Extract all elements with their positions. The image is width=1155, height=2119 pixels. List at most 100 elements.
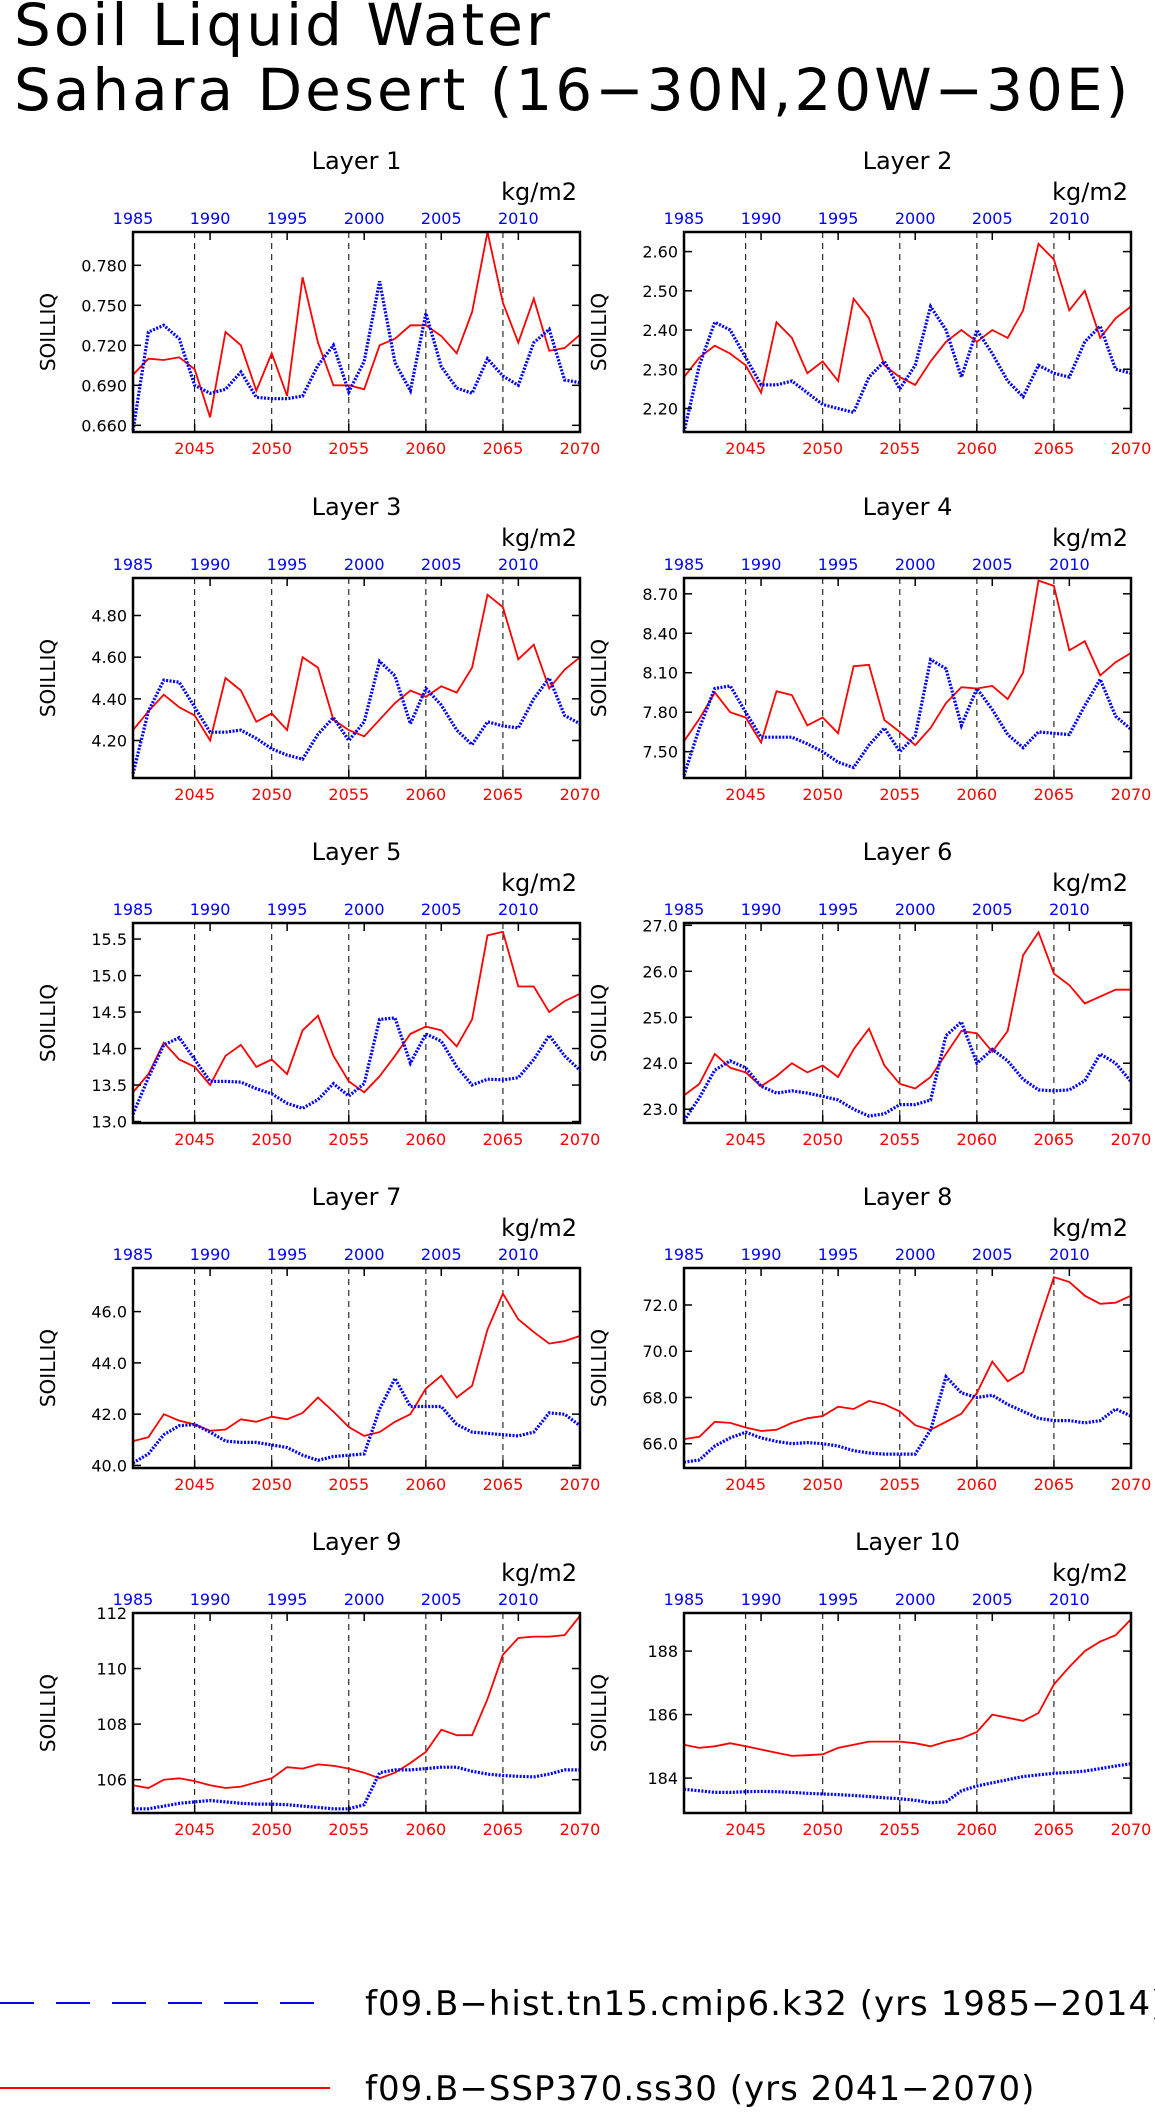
layer-1-xtop-tick-label-1: 1990: [190, 209, 231, 228]
layer-7-xbottom-tick-label-1: 2050: [251, 1475, 292, 1494]
layer-1-ytick-label-1: 0.690: [81, 376, 127, 395]
layer-4-xbottom-tick-label-0: 2045: [725, 785, 766, 804]
layer-7-ytick-label-1: 42.0: [91, 1405, 127, 1424]
layer-10-ytick-label-1: 186: [647, 1706, 678, 1725]
layer-2-xtop-tick-label-5: 2010: [1049, 209, 1090, 228]
layer-6-xbottom-tick-label-5: 2070: [1111, 1130, 1152, 1149]
layer-10-series-hist: [683, 1762, 1132, 1805]
layer-1-xbottom-tick-label-4: 2065: [483, 439, 524, 458]
layer-2-xbottom-tick-label-3: 2060: [957, 439, 998, 458]
layer-7-ytick-label-2: 44.0: [91, 1354, 127, 1373]
layer-4-xtop-tick-label-1: 1990: [741, 555, 782, 574]
layer-6-xtop-tick-label-2: 1995: [818, 900, 859, 919]
layer-6-xtop-tick-label-4: 2005: [972, 900, 1013, 919]
layer-5-ytick-label-3: 14.5: [91, 1003, 127, 1022]
layer-10-ylabel: SOILLIQ: [587, 1674, 611, 1752]
layer-2-xbottom-tick-label-2: 2055: [879, 439, 920, 458]
layer-6-xtop-tick-label-0: 1985: [664, 900, 705, 919]
layer-4-series-ssp370: [683, 579, 1132, 747]
layer-4-ytick-label-2: 8.10: [642, 664, 678, 683]
layer-3-ytick-label-1: 4.40: [91, 690, 127, 709]
layer-3-series-hist: [131, 658, 581, 775]
layer-7-panel: Layer 7 kg/m2 40.0 42.0 44.0 46.0 1985 1990 1995…: [36, 1183, 600, 1494]
layer-10-xbottom-tick-label-2: 2055: [879, 1820, 920, 1839]
layer-2-plot-frame: [682, 230, 1133, 434]
layer-6-xtop-tick-label-1: 1990: [741, 900, 782, 919]
layer-1-xtop-tick-label-3: 2000: [344, 209, 385, 228]
layer-2-ylabel: SOILLIQ: [587, 293, 611, 371]
legend: f09.B−hist.tn15.cmip6.k32 (yrs 1985−2014…: [0, 1984, 1155, 2109]
layer-8-xbottom-tick-label-5: 2070: [1111, 1475, 1152, 1494]
layer-3-xtop-tick-label-4: 2005: [421, 555, 462, 574]
layer-4-ytick-label-0: 7.50: [642, 743, 678, 762]
panels-group: Layer 1 kg/m2 0.660 0.690 0.720 0.750 0.780 198…: [36, 147, 1151, 1839]
layer-9-series-ssp370: [132, 1615, 581, 1789]
layer-6-ytick-label-3: 26.0: [642, 962, 678, 981]
layer-3-xtop-tick-label-1: 1990: [190, 555, 231, 574]
layer-7-xtop-tick-label-0: 1985: [113, 1245, 154, 1264]
layer-10-series-ssp370: [683, 1618, 1132, 1757]
layer-9-ytick-label-1: 108: [96, 1715, 127, 1734]
figure-title-line-1: Soil Liquid Water: [14, 0, 553, 59]
layer-9-ytick-label-3: 112: [96, 1604, 127, 1623]
layer-9-xtop-tick-label-5: 2010: [498, 1590, 539, 1609]
layer-6-units-label: kg/m2: [1052, 869, 1128, 897]
layer-2-series-hist: [682, 302, 1132, 433]
layer-5-series-ssp370: [132, 930, 581, 1094]
layer-10-title: Layer 10: [855, 1528, 960, 1556]
layer-2-ytick-label-0: 2.20: [642, 399, 678, 418]
layer-9-xbottom-tick-label-3: 2060: [406, 1820, 447, 1839]
layer-7-xtop-tick-label-4: 2005: [421, 1245, 462, 1264]
layer-3-ytick-label-3: 4.80: [91, 607, 127, 626]
layer-9-series-hist: [133, 1765, 580, 1811]
layer-2-ytick-label-1: 2.30: [642, 360, 678, 379]
layer-1-xtop-tick-label-2: 1995: [267, 209, 308, 228]
layer-9-xtop-tick-label-2: 1995: [267, 1590, 308, 1609]
layer-3-xtop-tick-label-3: 2000: [344, 555, 385, 574]
layer-3-xbottom-tick-label-0: 2045: [174, 785, 215, 804]
layer-8-xbottom-tick-label-1: 2050: [802, 1475, 843, 1494]
layer-4-xtop-tick-label-2: 1995: [818, 555, 859, 574]
layer-2-ytick-label-4: 2.60: [642, 243, 678, 262]
layer-1-xbottom-tick-label-5: 2070: [560, 439, 601, 458]
layer-9-units-label: kg/m2: [501, 1559, 577, 1587]
layer-7-ytick-label-0: 40.0: [91, 1456, 127, 1475]
layer-3-xbottom-tick-label-1: 2050: [251, 785, 292, 804]
layer-10-xtop-tick-label-4: 2005: [972, 1590, 1013, 1609]
layer-3-xbottom-tick-label-3: 2060: [406, 785, 447, 804]
layer-5-ytick-label-2: 14.0: [91, 1040, 127, 1059]
layer-1-xbottom-tick-label-3: 2060: [406, 439, 447, 458]
layer-4-ytick-label-1: 7.80: [642, 703, 678, 722]
layer-4-ytick-label-4: 8.70: [642, 585, 678, 604]
layer-5-xtop-tick-label-0: 1985: [113, 900, 154, 919]
layer-9-xbottom-tick-label-2: 2055: [328, 1820, 369, 1839]
layer-4-ytick-label-3: 8.40: [642, 624, 678, 643]
layer-9-xtop-tick-label-4: 2005: [421, 1590, 462, 1609]
layer-9-plot-frame: [131, 1611, 582, 1815]
layer-7-units-label: kg/m2: [501, 1214, 577, 1242]
layer-5-ylabel: SOILLIQ: [36, 984, 60, 1062]
layer-9-xbottom-tick-label-4: 2065: [483, 1820, 524, 1839]
layer-9-xtop-tick-label-1: 1990: [190, 1590, 231, 1609]
layer-10-xtop-tick-label-3: 2000: [895, 1590, 936, 1609]
layer-2-xtop-tick-label-3: 2000: [895, 209, 936, 228]
layer-6-ytick-label-1: 24.0: [642, 1054, 678, 1073]
layer-6-ytick-label-0: 23.0: [642, 1100, 678, 1119]
layer-5-ytick-label-5: 15.5: [91, 930, 127, 949]
layer-1-ytick-label-2: 0.720: [81, 336, 127, 355]
figure-title-line-2: Sahara Desert (16−30N,20W−30E): [14, 56, 1131, 124]
layer-6-ytick-label-4: 27.0: [642, 916, 678, 935]
layer-7-xbottom-tick-label-5: 2070: [560, 1475, 601, 1494]
layer-5-xtop-tick-label-2: 1995: [267, 900, 308, 919]
layer-2-xbottom-tick-label-4: 2065: [1034, 439, 1075, 458]
layer-1-units-label: kg/m2: [501, 178, 577, 206]
layer-3-panel: Layer 3 kg/m2 4.20 4.40 4.60 4.80 1985 1990 1995…: [36, 493, 600, 804]
layer-5-ytick-label-0: 13.0: [91, 1113, 127, 1132]
layer-4-xbottom-tick-label-3: 2060: [957, 785, 998, 804]
layer-5-xbottom-tick-label-1: 2050: [251, 1130, 292, 1149]
layer-9-xbottom-tick-label-0: 2045: [174, 1820, 215, 1839]
layer-2-xbottom-tick-label-1: 2050: [802, 439, 843, 458]
layer-3-plot-frame: [131, 576, 582, 780]
layer-8-ytick-label-0: 66.0: [642, 1435, 678, 1454]
